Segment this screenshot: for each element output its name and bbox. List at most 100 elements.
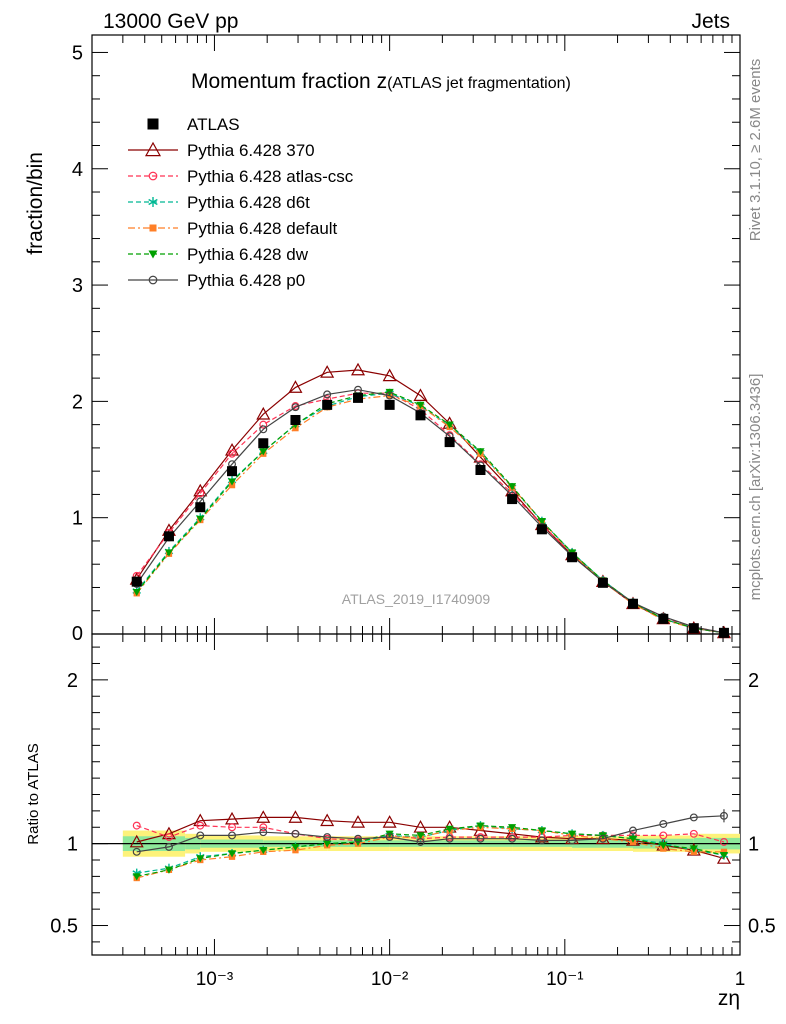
series-point xyxy=(320,365,335,378)
ratio-point xyxy=(291,829,300,838)
ratio-point xyxy=(132,873,141,881)
ratio-point xyxy=(598,834,607,843)
series-line xyxy=(136,389,725,634)
ratio-point xyxy=(256,810,271,823)
legend-entry-3: Pythia 6.428 default xyxy=(128,219,338,238)
legend-marker xyxy=(148,197,158,207)
ratio-point xyxy=(164,866,174,874)
ratio-point xyxy=(382,815,397,828)
ratio-point xyxy=(416,832,425,840)
ratio-y-tick-label-right: 1 xyxy=(748,834,759,856)
ratio-point xyxy=(164,842,173,851)
ratio-point xyxy=(628,835,638,843)
ratio-point xyxy=(259,823,268,832)
data-point xyxy=(688,623,699,634)
series-point xyxy=(413,388,428,401)
chart-title: Momentum fraction z(ATLAS jet fragmentat… xyxy=(191,70,571,93)
ratio-point xyxy=(323,833,332,842)
data-point xyxy=(227,466,238,477)
ratio-point xyxy=(476,822,485,830)
ratio-point xyxy=(659,820,668,828)
ratio-point xyxy=(385,833,394,842)
legend-label: Pythia 6.428 370 xyxy=(187,141,315,160)
series-point xyxy=(225,442,240,456)
legend-entry-1: Pythia 6.428 atlas-csc xyxy=(128,167,354,186)
data-point xyxy=(536,524,547,535)
series-point xyxy=(445,421,454,429)
ratio-series xyxy=(129,809,731,882)
series-point xyxy=(256,406,271,420)
series-line xyxy=(136,392,725,634)
y-axis-label-main: fraction/bin xyxy=(24,152,47,255)
analysis-watermark: ATLAS_2019_I1740909 xyxy=(342,591,491,607)
ratio-point xyxy=(659,831,668,840)
ratio-point xyxy=(350,815,366,828)
ratio-y-tick-label: 1 xyxy=(67,834,78,856)
ratio-point xyxy=(659,842,668,850)
data-point xyxy=(658,613,669,624)
atlas-data xyxy=(131,392,729,638)
ratio-line xyxy=(136,826,724,879)
axes: 10⁻³ 10⁻² 10⁻¹ 1 1 2 3 4 5 0 0.5 0.5 1 1 2 2 xyxy=(50,35,776,990)
ratio-point xyxy=(129,834,144,848)
series-point xyxy=(291,403,300,412)
ratio-point xyxy=(323,840,332,848)
legend-marker xyxy=(148,171,158,181)
legend-entry-0: Pythia 6.428 370 xyxy=(128,141,315,160)
ratio-point xyxy=(445,834,454,843)
data-point xyxy=(195,502,206,513)
x-tick-label: 1 xyxy=(735,969,746,990)
series-point xyxy=(508,483,517,491)
ratio-point xyxy=(132,821,141,830)
ratio-point xyxy=(196,831,205,840)
legend-label: Pythia 6.428 default xyxy=(187,219,338,238)
ratio-point xyxy=(508,834,517,843)
ratio-line xyxy=(136,824,725,843)
series-point xyxy=(476,448,485,456)
ratio-point xyxy=(476,834,485,843)
data-point xyxy=(444,437,455,448)
y-tick-label: 1 xyxy=(72,508,83,530)
ratio-point xyxy=(537,836,546,845)
ratio-point xyxy=(196,821,205,830)
ratio-point xyxy=(689,845,698,853)
ratio-point xyxy=(689,813,698,822)
header-left: 13000 GeV pp xyxy=(103,10,238,33)
ratio-point xyxy=(354,834,362,843)
ratio-point xyxy=(164,833,173,842)
legend-marker xyxy=(149,224,157,232)
legend-label: Pythia 6.428 d6t xyxy=(187,193,310,212)
ratio-panel-frame xyxy=(91,633,741,956)
ratio-y-tick-label-right: 2 xyxy=(748,670,759,692)
series-point xyxy=(259,448,268,456)
ratio-series-5 xyxy=(132,811,728,856)
ratio-y-tick-label-right: 0.5 xyxy=(748,916,776,938)
y-tick-label: 2 xyxy=(72,391,83,413)
data-point xyxy=(131,576,142,587)
legend-entry-data: ATLAS xyxy=(147,115,240,134)
data-point xyxy=(353,392,364,403)
data-point xyxy=(718,627,729,638)
ratio-point xyxy=(689,829,698,838)
legend-label: Pythia 6.428 p0 xyxy=(187,271,305,290)
ratio-point xyxy=(291,843,300,851)
series-point xyxy=(382,368,397,382)
data-point xyxy=(627,598,638,609)
data-point xyxy=(597,577,608,588)
data-point xyxy=(322,399,333,410)
legend-entry-5: Pythia 6.428 p0 xyxy=(128,271,305,290)
x-tick-label: 10⁻¹ xyxy=(546,969,584,990)
series-point xyxy=(259,420,268,429)
data-point xyxy=(258,438,269,449)
series-point xyxy=(164,549,174,557)
ratio-point xyxy=(720,848,728,855)
ratio-point xyxy=(719,851,729,860)
legend-label: Pythia 6.428 dw xyxy=(187,245,309,264)
ratio-line xyxy=(136,815,725,853)
ratio-y-tick-label: 2 xyxy=(67,670,78,692)
chart-title-sub: (ATLAS jet fragmentation) xyxy=(387,75,571,92)
data-point xyxy=(475,465,486,476)
legend-entry-2: Pythia 6.428 d6t xyxy=(128,193,310,212)
chart-title-z: z xyxy=(377,70,388,93)
ratio-y-tick-label: 0.5 xyxy=(50,916,78,938)
